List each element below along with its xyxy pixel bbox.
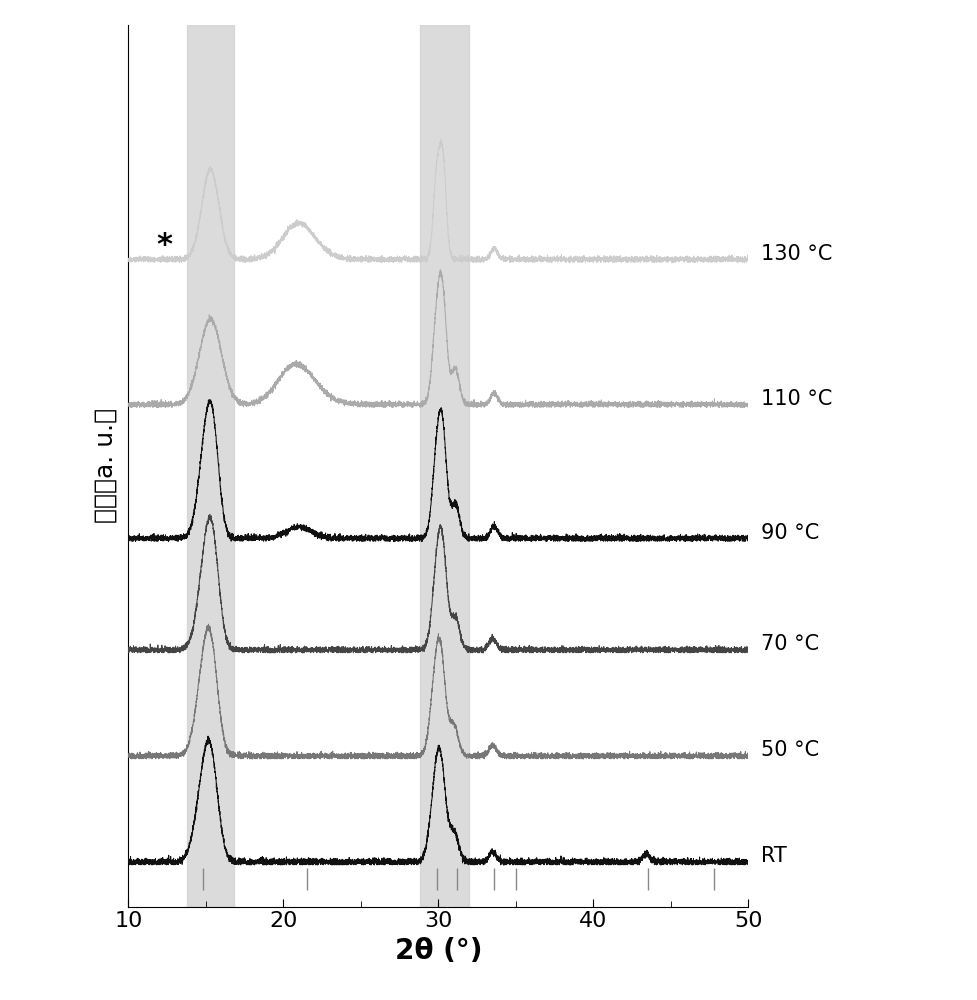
Text: 130 °C: 130 °C bbox=[761, 244, 832, 264]
Text: 90 °C: 90 °C bbox=[761, 523, 819, 543]
Bar bbox=[420, 25, 469, 907]
Text: *: * bbox=[156, 231, 172, 260]
Bar bbox=[188, 25, 234, 907]
X-axis label: 2θ (°): 2θ (°) bbox=[395, 937, 482, 965]
Text: 110 °C: 110 °C bbox=[761, 389, 832, 409]
Y-axis label: 强度（a. u.）: 强度（a. u.） bbox=[93, 408, 117, 523]
Text: 50 °C: 50 °C bbox=[761, 740, 819, 760]
Text: RT: RT bbox=[761, 846, 786, 866]
Text: 70 °C: 70 °C bbox=[761, 634, 819, 654]
